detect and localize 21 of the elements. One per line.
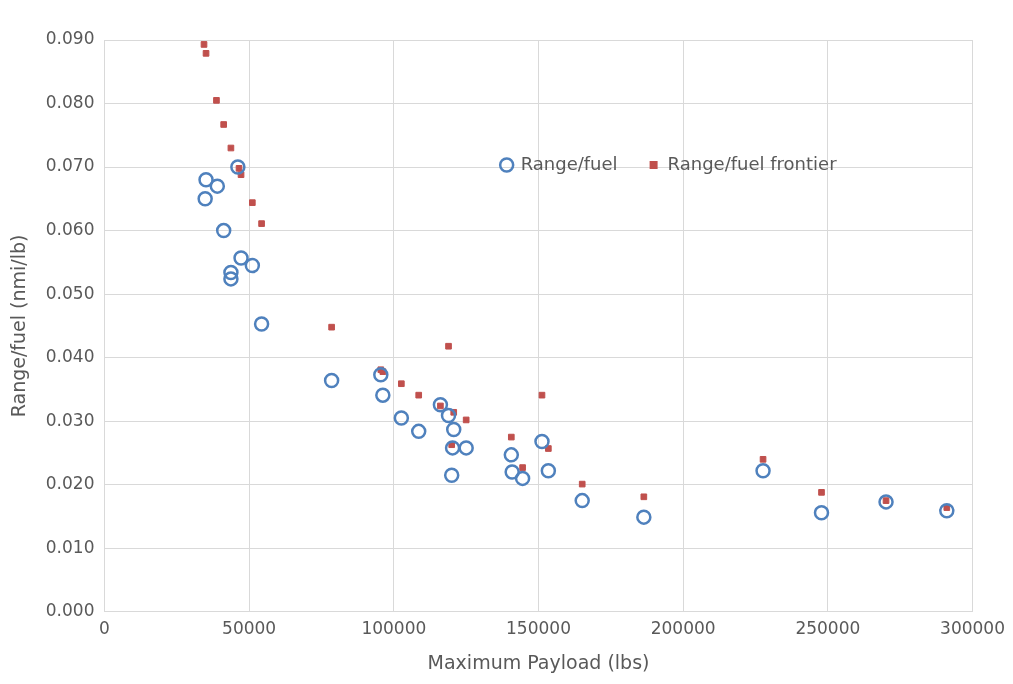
y-tick-label: 0.060 — [45, 219, 95, 240]
x-tick-label: 100000 — [361, 618, 427, 639]
legend-label: Range/fuel — [520, 152, 618, 174]
y-axis-title: Range/fuel (nmi/lb) — [7, 234, 30, 418]
x-tick-label: 0 — [99, 618, 110, 639]
x-tick-label: 300000 — [940, 618, 1006, 639]
y-tick-label: 0.030 — [45, 409, 95, 430]
y-tick-label: 0.080 — [45, 91, 95, 112]
x-tick-label: 150000 — [506, 618, 571, 639]
y-tick-label: 0.090 — [45, 28, 95, 49]
y-tick-label: 0.010 — [45, 536, 95, 557]
x-tick-label: 50000 — [222, 618, 277, 639]
x-tick-label: 200000 — [650, 618, 716, 639]
y-tick-label: 0.040 — [45, 346, 95, 367]
x-tick-label: 250000 — [795, 618, 861, 639]
x-axis-title: Maximum Payload (lbs) — [427, 650, 650, 673]
y-tick-label: 0.050 — [45, 282, 95, 303]
legend-label: Range/fuel frontier — [667, 152, 838, 174]
y-tick-label: 0.070 — [45, 155, 95, 176]
y-tick-label: 0.000 — [45, 600, 95, 621]
y-tick-label: 0.020 — [45, 473, 95, 494]
